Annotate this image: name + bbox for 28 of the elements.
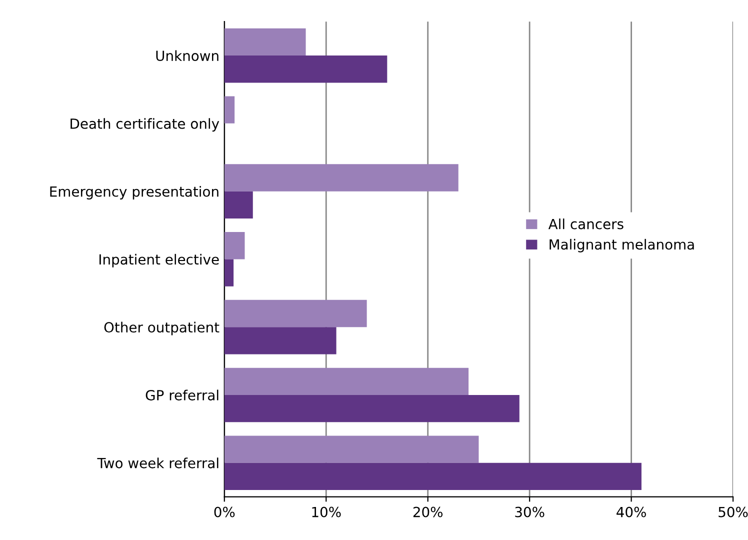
bar (224, 96, 235, 124)
bar (224, 191, 253, 218)
x-tick-label: 10% (312, 506, 341, 518)
x-tick-label: 30% (515, 506, 544, 518)
bar (224, 462, 642, 490)
bar (224, 232, 245, 260)
bar (224, 327, 336, 354)
y-tick-label: Death certificate only (70, 118, 220, 132)
y-tick-label: Other outpatient (104, 322, 220, 336)
bar (224, 56, 388, 83)
x-tick-label: 0% (214, 506, 235, 518)
bar (224, 394, 520, 422)
x-tick-label: 50% (718, 506, 748, 518)
x-tick-label: 40% (616, 506, 646, 518)
y-tick-label: Emergency presentation (50, 186, 218, 200)
x-tick-label: 20% (413, 506, 443, 518)
y-tick-label: GP referral (146, 390, 218, 400)
y-tick-label: Inpatient elective (100, 254, 219, 268)
legend-label: All cancers (548, 218, 624, 230)
bar (224, 300, 367, 328)
y-tick-label: Two week referral (97, 458, 218, 468)
bar (224, 164, 458, 192)
y-tick-label: Unknown (156, 50, 218, 62)
bar (224, 436, 479, 463)
legend-label: Malignant melanoma (550, 238, 694, 252)
bar (224, 28, 306, 56)
bar (224, 368, 469, 395)
bar (224, 259, 234, 286)
